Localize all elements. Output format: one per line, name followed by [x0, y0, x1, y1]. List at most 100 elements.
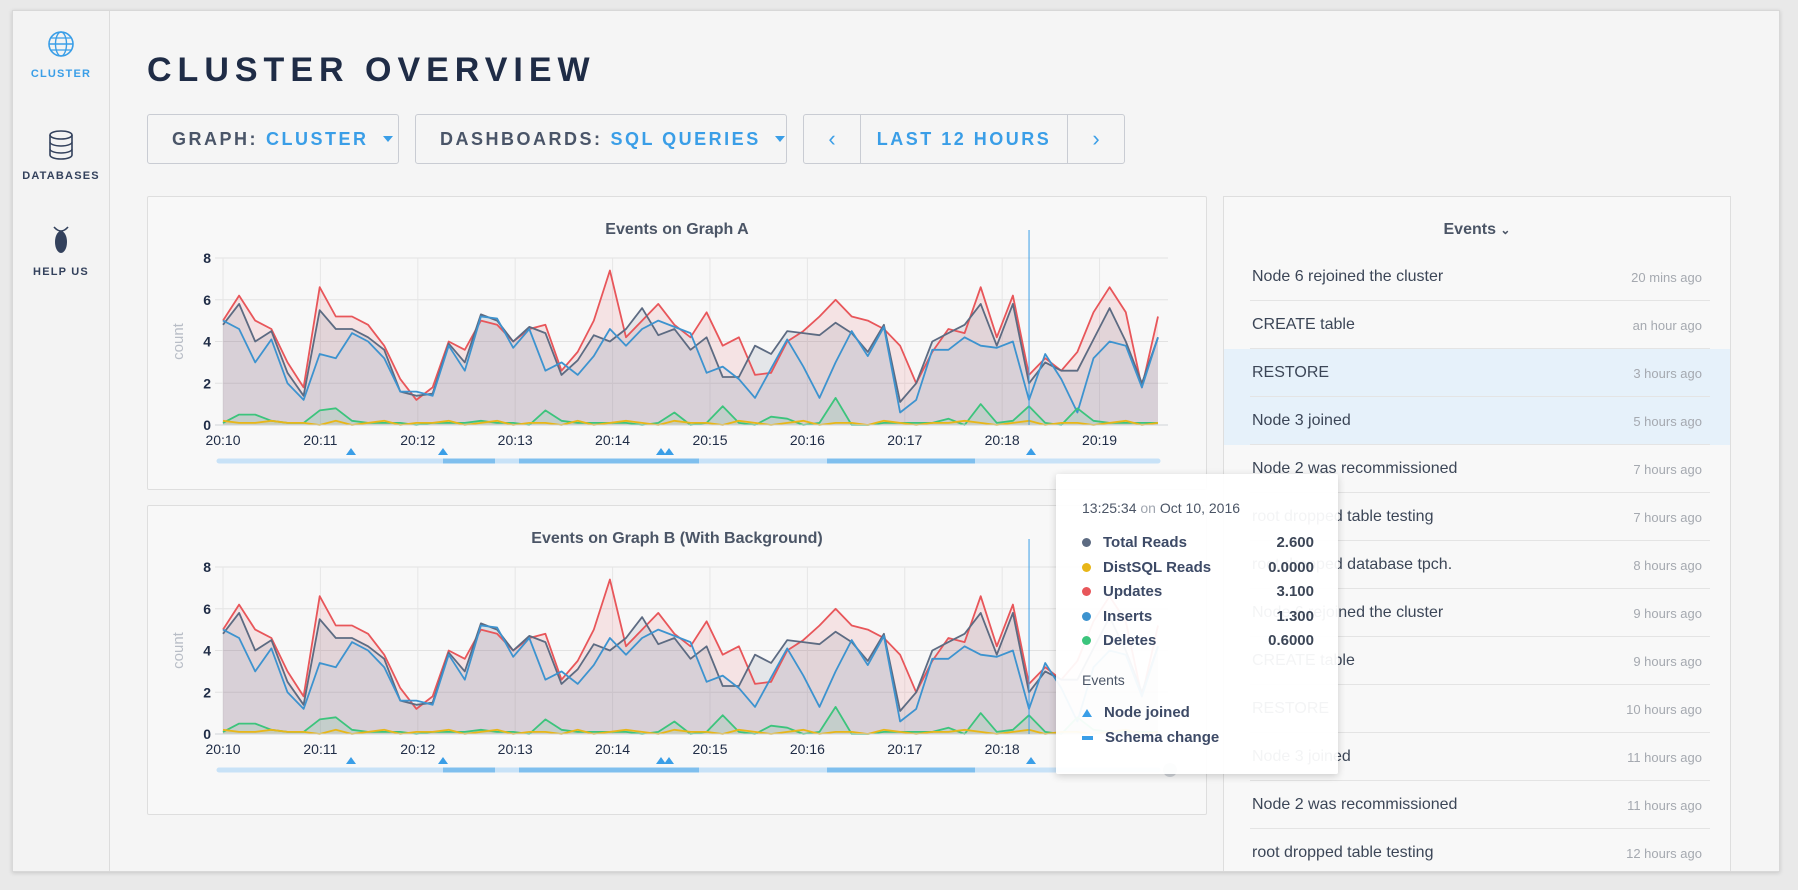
series-dot-icon	[1082, 538, 1091, 547]
chevron-down-icon	[382, 136, 393, 142]
tooltip-series-value: 0.0000	[1268, 558, 1314, 576]
x-tick-label: 20:19	[1082, 432, 1117, 448]
graph-dropdown-label: GRAPH:	[172, 128, 258, 149]
node-joined-marker[interactable]	[1026, 757, 1036, 764]
event-time: 11 hours ago	[1627, 749, 1702, 765]
series-area	[223, 579, 1158, 734]
node-joined-marker[interactable]	[1026, 448, 1036, 455]
sidebar: CLUSTER DATABASES HELP US	[13, 11, 110, 871]
x-tick-label: 20:14	[595, 432, 630, 448]
events-title: Events	[1443, 221, 1496, 238]
tooltip-event-label: Node joined	[1104, 704, 1190, 721]
sidebar-item-label: HELP US	[33, 266, 89, 278]
event-name: Node 2 was recommissioned	[1252, 460, 1458, 477]
tooltip-row: Inserts 1.300	[1082, 608, 1314, 625]
tooltip-series-name: Deletes	[1103, 632, 1157, 649]
event-time: 10 hours ago	[1626, 701, 1702, 717]
event-time: 9 hours ago	[1633, 653, 1702, 669]
globe-icon	[48, 31, 74, 57]
chevron-down-icon: ⌄	[1500, 223, 1511, 237]
chart-tooltip: 13:25:34 on Oct 10, 2016 Total Reads 2.60…	[1056, 474, 1338, 774]
x-tick-label: 20:15	[692, 741, 727, 757]
y-axis-label: count	[170, 631, 187, 669]
divider	[1250, 444, 1710, 445]
event-item[interactable]: root dropped table testing 12 hours ago	[1224, 829, 1730, 871]
node-joined-marker[interactable]	[664, 757, 674, 764]
event-time: 11 hours ago	[1627, 797, 1702, 813]
tooltip-series-name: Inserts	[1103, 607, 1153, 625]
series-dot-icon	[1082, 587, 1091, 596]
series-dot-icon	[1082, 636, 1091, 645]
cockroach-icon	[53, 226, 69, 253]
x-tick-label: 20:12	[400, 741, 435, 757]
event-item[interactable]: Node 6 rejoined the cluster 20 mins ago	[1224, 253, 1730, 301]
chevron-right-icon: ›	[1092, 126, 1100, 151]
node-joined-marker[interactable]	[438, 448, 448, 455]
divider	[1250, 684, 1710, 685]
event-name: CREATE table	[1252, 316, 1355, 333]
dashboards-dropdown-value: SQL QUERIES	[610, 128, 761, 149]
chart-b: 0 2 4 6 8 20:10 20:11 20:12 20:13 20:14 20:15 20:16…	[170, 539, 1177, 777]
tooltip-event-node-joined: Node joined	[1082, 704, 1190, 721]
x-tick-label: 20:12	[400, 432, 435, 448]
tooltip-series-name: Total Reads	[1103, 534, 1187, 551]
series-line	[222, 269, 1159, 401]
tooltip-series-value: 0.6000	[1268, 632, 1314, 649]
dashboards-dropdown[interactable]: DASHBOARDS: SQL QUERIES	[415, 114, 787, 164]
node-joined-marker[interactable]	[664, 448, 674, 455]
x-tick-label: 20:10	[205, 741, 240, 757]
y-tick-label: 8	[203, 250, 211, 266]
sidebar-item-cluster[interactable]: CLUSTER	[13, 29, 109, 80]
event-item[interactable]: RESTORE 3 hours ago	[1224, 349, 1730, 397]
app-window: CLUSTER DATABASES HELP US CLUSTER OVERVI…	[12, 10, 1780, 872]
x-tick-label: 20:18	[985, 741, 1020, 757]
divider	[1250, 780, 1710, 781]
series-line	[222, 315, 1159, 414]
x-tick-label: 20:18	[985, 432, 1020, 448]
graph-dropdown[interactable]: GRAPH: CLUSTER	[147, 114, 399, 164]
x-tick-label: 20:11	[303, 741, 337, 757]
next-time-button[interactable]: ›	[1068, 115, 1124, 163]
y-tick-label: 0	[203, 726, 211, 742]
x-tick-label: 20:14	[595, 741, 630, 757]
tooltip-on: on	[1140, 500, 1156, 516]
event-time: 9 hours ago	[1633, 605, 1702, 621]
tooltip-series-value: 1.300	[1276, 607, 1314, 625]
tooltip-row: Deletes 0.6000	[1082, 632, 1314, 649]
series-dot-icon	[1082, 611, 1091, 621]
event-item[interactable]: CREATE table an hour ago	[1224, 301, 1730, 349]
sidebar-item-databases[interactable]: DATABASES	[13, 129, 109, 182]
y-tick-label: 4	[203, 334, 211, 350]
series-area	[223, 270, 1158, 425]
node-joined-marker[interactable]	[656, 757, 666, 764]
event-item[interactable]: Node 2 was recommissioned 7 hours ago	[1224, 445, 1730, 493]
tooltip-row: Total Reads 2.600	[1082, 534, 1314, 551]
x-tick-label: 20:15	[692, 432, 727, 448]
series-line	[222, 578, 1159, 710]
events-header[interactable]: Events ⌄	[1224, 221, 1730, 239]
node-joined-marker[interactable]	[346, 448, 356, 455]
tooltip-event-label: Schema change	[1105, 729, 1220, 746]
event-time: 7 hours ago	[1633, 509, 1702, 525]
event-name: Node 2 was recommissioned	[1252, 796, 1458, 813]
node-joined-marker[interactable]	[656, 448, 666, 455]
previous-time-button[interactable]: ‹	[804, 115, 860, 163]
sidebar-item-label: DATABASES	[22, 170, 100, 182]
event-item[interactable]: Node 2 was recommissioned 11 hours ago	[1224, 781, 1730, 829]
y-tick-label: 2	[203, 375, 211, 391]
time-range-label[interactable]: LAST 12 HOURS	[860, 115, 1068, 163]
sidebar-item-help-us[interactable]: HELP US	[13, 225, 109, 278]
y-tick-label: 0	[203, 417, 211, 433]
y-tick-label: 6	[203, 601, 211, 617]
chart-panel-a: Events on Graph A 0 2 4 6 8 20:10 20:11 20:12 20…	[147, 196, 1207, 490]
tooltip-series-value: 3.100	[1276, 583, 1314, 600]
event-item[interactable]: Node 3 joined 5 hours ago	[1224, 397, 1730, 445]
node-joined-marker[interactable]	[438, 757, 448, 764]
chart-panel-b: Events on Graph B (With Background) 0 2 4 6…	[147, 505, 1207, 815]
node-joined-marker[interactable]	[346, 757, 356, 764]
series-line	[222, 419, 1159, 426]
event-time: 20 mins ago	[1631, 269, 1702, 285]
y-tick-label: 6	[203, 292, 211, 308]
x-tick-label: 20:16	[790, 741, 825, 757]
x-tick-label: 20:16	[790, 432, 825, 448]
